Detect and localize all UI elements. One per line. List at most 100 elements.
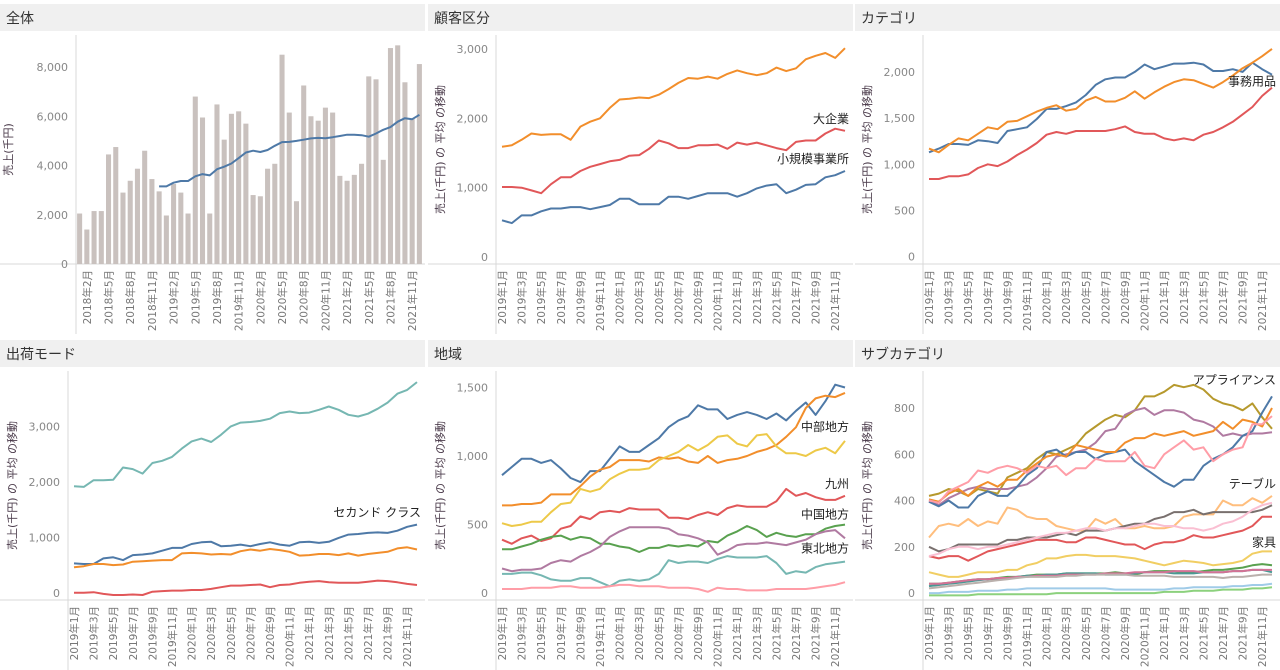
- x-tick-label: 2019年9月: [1001, 270, 1014, 324]
- x-tick-label: 2019年9月: [574, 606, 587, 660]
- series-line[interactable]: [928, 415, 1273, 504]
- bar[interactable]: [272, 163, 278, 264]
- series-line[interactable]: [501, 487, 846, 545]
- bar[interactable]: [395, 45, 401, 264]
- bar[interactable]: [178, 192, 184, 264]
- bar[interactable]: [214, 104, 220, 264]
- series-line[interactable]: [502, 555, 846, 588]
- series-line[interactable]: [502, 127, 846, 195]
- series-line[interactable]: [928, 573, 1272, 590]
- series-line[interactable]: [928, 407, 1273, 507]
- bar[interactable]: [199, 117, 206, 264]
- x-tick-label: 2021年11月: [406, 270, 419, 331]
- series-line[interactable]: [928, 501, 1273, 558]
- bar[interactable]: [243, 123, 249, 264]
- bar[interactable]: [265, 168, 271, 264]
- bar[interactable]: [163, 215, 169, 264]
- series-line[interactable]: [929, 586, 1273, 597]
- series-line[interactable]: [928, 504, 1273, 553]
- panel-title: 顧客区分: [434, 11, 490, 27]
- series-line[interactable]: [74, 579, 418, 596]
- series-line[interactable]: [502, 581, 846, 593]
- bar[interactable]: [142, 150, 148, 264]
- panel-sub-category: サブカテゴリ 0 200 400 600 800 売上(千円) の 平均 の移動 2019年…: [855, 336, 1280, 670]
- bar[interactable]: [366, 76, 372, 264]
- series-line[interactable]: [928, 61, 1273, 154]
- bar[interactable]: [322, 107, 328, 264]
- bar[interactable]: [171, 183, 177, 264]
- bar[interactable]: [236, 111, 242, 264]
- bar[interactable]: [416, 64, 422, 265]
- series-line[interactable]: [502, 523, 846, 553]
- series-line[interactable]: [928, 407, 1273, 503]
- bar[interactable]: [134, 168, 140, 264]
- bar[interactable]: [257, 196, 263, 264]
- bar[interactable]: [207, 213, 213, 264]
- bar[interactable]: [120, 192, 126, 264]
- series-line[interactable]: [73, 523, 418, 565]
- series-line[interactable]: [73, 546, 418, 569]
- bar[interactable]: [293, 201, 300, 264]
- bar[interactable]: [127, 180, 133, 264]
- bar[interactable]: [98, 211, 104, 264]
- x-tick-label: 2021年3月: [1178, 270, 1191, 324]
- bar[interactable]: [409, 118, 415, 264]
- series-line[interactable]: [501, 433, 846, 527]
- bar[interactable]: [308, 116, 314, 265]
- bar[interactable]: [228, 113, 234, 264]
- bar[interactable]: [185, 213, 191, 264]
- series-line[interactable]: [929, 582, 1273, 595]
- x-tick-label: 2019年1月: [923, 606, 936, 660]
- series-line[interactable]: [501, 526, 846, 573]
- bar[interactable]: [315, 120, 321, 264]
- bar[interactable]: [149, 179, 155, 264]
- bar[interactable]: [286, 112, 292, 264]
- series-line[interactable]: [159, 113, 420, 188]
- bar[interactable]: [84, 229, 90, 264]
- series-line[interactable]: [928, 550, 1272, 578]
- bar[interactable]: [380, 159, 386, 264]
- panel-title-bar: 地域: [428, 340, 853, 367]
- bar[interactable]: [106, 154, 112, 264]
- bar[interactable]: [221, 139, 227, 264]
- bar[interactable]: [344, 180, 350, 264]
- panel-ship-mode: 出荷モード 0 1,000 2,000 3,000 売上(千円) の 平均 の移動 201…: [0, 336, 425, 670]
- series-line[interactable]: [928, 383, 1273, 497]
- bar[interactable]: [91, 211, 97, 264]
- bar[interactable]: [330, 112, 336, 264]
- series-line[interactable]: [928, 48, 1273, 154]
- bar[interactable]: [279, 54, 285, 264]
- series-line[interactable]: [928, 395, 1273, 509]
- x-tick-label: 2021年11月: [1256, 270, 1269, 331]
- chart-overall: 0 2,000 4,000 6,000 8,000 売上(千円) 2018年2月 2018年5…: [0, 35, 425, 334]
- bar[interactable]: [301, 85, 307, 265]
- bar[interactable]: [77, 213, 83, 264]
- bar[interactable]: [351, 174, 357, 264]
- series-line[interactable]: [929, 86, 1273, 180]
- bar[interactable]: [387, 48, 393, 264]
- bar[interactable]: [192, 96, 198, 264]
- series-line[interactable]: [73, 381, 418, 488]
- panel-title-bar: サブカテゴリ: [855, 340, 1280, 367]
- series-line[interactable]: [928, 515, 1272, 562]
- bar[interactable]: [359, 163, 365, 264]
- series-line[interactable]: [502, 391, 846, 507]
- series-label: アプライアンス: [1193, 373, 1276, 387]
- bar[interactable]: [337, 175, 343, 264]
- bar[interactable]: [250, 195, 256, 264]
- x-tick-label: 2019年7月: [982, 606, 995, 660]
- x-tick-label: 2021年11月: [829, 270, 842, 331]
- series-line[interactable]: [501, 170, 846, 225]
- y-axis-title: 売上(千円): [2, 123, 15, 176]
- series-line[interactable]: [501, 47, 846, 148]
- x-tick-label: 2021年7月: [1217, 270, 1230, 324]
- x-tick-label: 2019年3月: [943, 606, 956, 660]
- x-tick-label: 2020年9月: [1119, 606, 1132, 660]
- bar[interactable]: [113, 147, 119, 264]
- x-tick-label: 2020年3月: [205, 606, 218, 660]
- bar[interactable]: [373, 79, 379, 264]
- series-line[interactable]: [501, 383, 846, 484]
- bar[interactable]: [156, 191, 162, 264]
- x-tick-label: 2019年11月: [166, 606, 179, 667]
- bar[interactable]: [402, 82, 408, 264]
